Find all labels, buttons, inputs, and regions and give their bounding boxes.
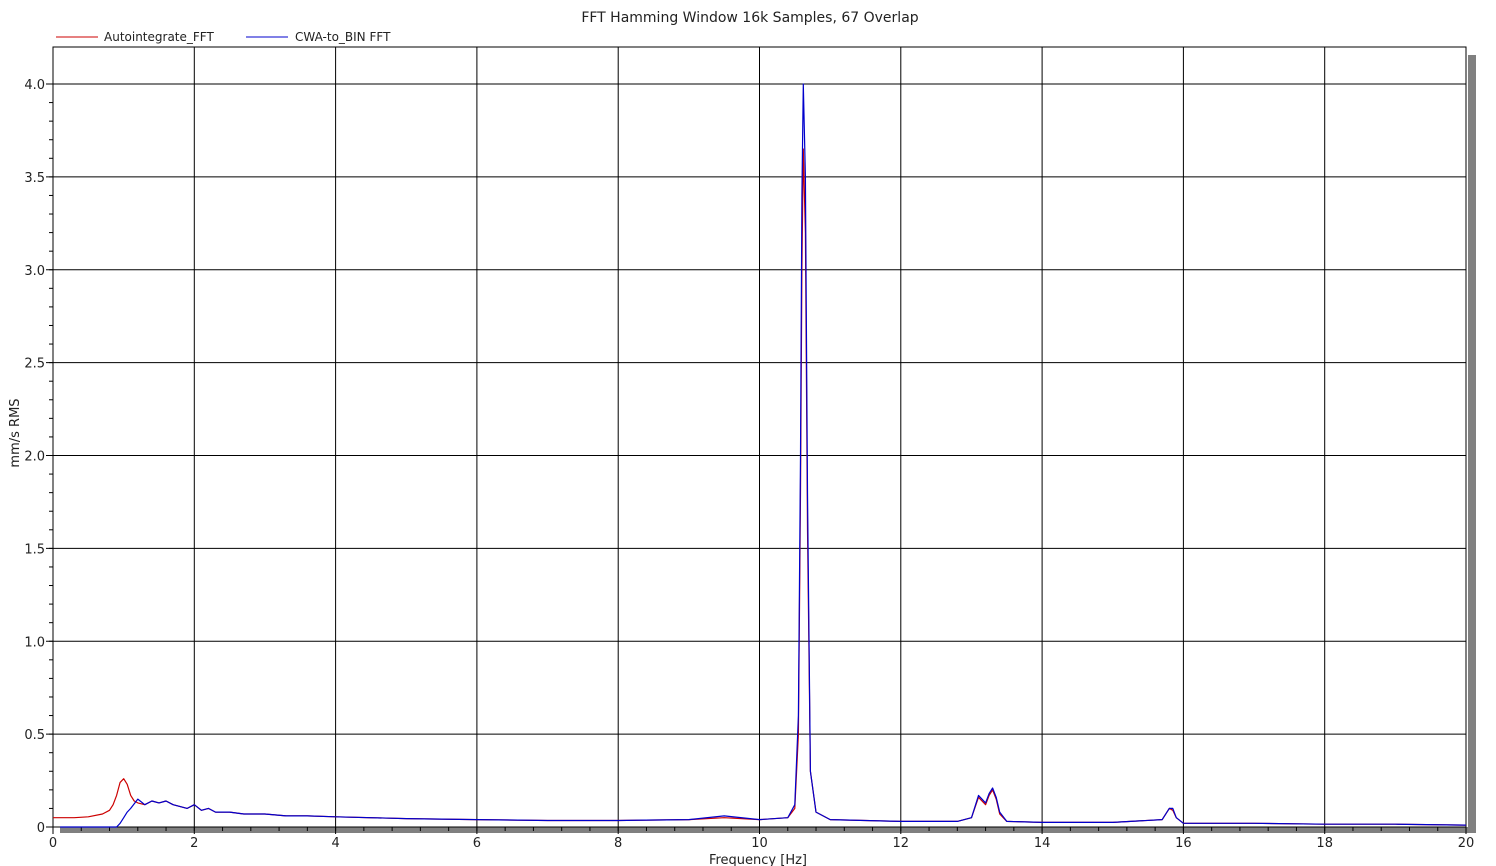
x-tick-label: 14 — [1034, 836, 1051, 851]
y-tick-label: 4.0 — [24, 78, 45, 93]
x-tick-label: 18 — [1316, 836, 1333, 851]
y-tick-label: 0.5 — [24, 728, 45, 743]
x-tick-label: 0 — [49, 836, 57, 851]
y-axis-ticks: 0 0.5 1.0 1.5 2.0 2.5 3.0 3.5 4.0 — [24, 78, 53, 836]
x-tick-label: 10 — [751, 836, 768, 851]
x-tick-label: 4 — [331, 836, 339, 851]
y-tick-label: 2.0 — [24, 450, 45, 465]
series-line-cwa-to-bin-fft — [60, 83, 1467, 828]
legend: Autointegrate_FFT CWA-to_BIN FFT — [56, 30, 391, 44]
y-axis-label: mm/s RMS — [8, 398, 23, 467]
chart-title: FFT Hamming Window 16k Samples, 67 Overl… — [581, 10, 918, 26]
y-tick-label: 1.5 — [24, 542, 45, 557]
x-tick-label: 6 — [473, 836, 481, 851]
y-tick-label: 0 — [37, 821, 45, 836]
y-tick-label: 1.0 — [24, 635, 45, 650]
plot-shadow-right — [1468, 55, 1476, 833]
legend-label-autointegrate: Autointegrate_FFT — [104, 30, 214, 44]
y-tick-label: 2.5 — [24, 357, 45, 372]
y-tick-label: 3.5 — [24, 171, 45, 186]
x-tick-label: 12 — [893, 836, 910, 851]
x-axis-label: Frequency [Hz] — [709, 853, 807, 866]
y-tick-label: 3.0 — [24, 264, 45, 279]
x-tick-label: 2 — [190, 836, 198, 851]
legend-label-cwa: CWA-to_BIN FFT — [295, 30, 391, 44]
grid — [53, 47, 1466, 827]
plot-shadow-bottom — [60, 827, 1476, 833]
x-tick-label: 20 — [1458, 836, 1475, 851]
x-tick-label: 16 — [1175, 836, 1192, 851]
series-group — [53, 83, 1467, 828]
x-axis-ticks: 0 2 4 6 8 10 12 14 16 18 20 — [49, 827, 1474, 851]
x-tick-label: 8 — [614, 836, 622, 851]
